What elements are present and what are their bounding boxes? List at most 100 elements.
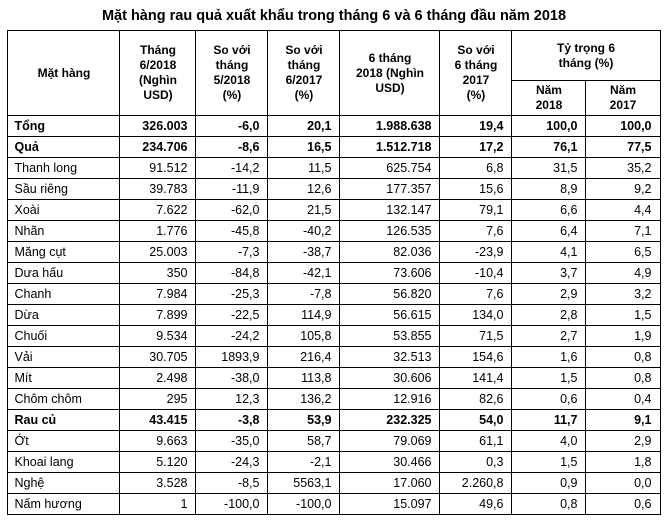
- cell-value: 234.706: [119, 136, 197, 158]
- table-row: Khoai lang 5.120 -24,3 -2,1 30.466 0,3 1,5 1,8: [7, 451, 661, 473]
- col-header-month-value: Tháng 6/2018 (Nghìn USD): [119, 30, 197, 116]
- cell-value: 30.466: [339, 451, 441, 473]
- table-row: Nấm hương 1 -100,0 -100,0 15.097 49,6 0,8 0,6: [7, 493, 661, 515]
- cell-value: 71,5: [439, 325, 513, 347]
- cell-value: 11,7: [511, 409, 587, 431]
- table-row: Xoài 7.622 -62,0 21,5 132.147 79,1 6,6 4,4: [7, 199, 661, 221]
- cell-value: 16,5: [267, 136, 341, 158]
- row-label: Sầu riêng: [7, 178, 121, 200]
- row-label: Mít: [7, 367, 121, 389]
- cell-value: 12.916: [339, 388, 441, 410]
- cell-value: 1,9: [585, 325, 661, 347]
- cell-value: -7,3: [195, 241, 269, 263]
- cell-value: 56.615: [339, 304, 441, 326]
- cell-value: 3,2: [585, 283, 661, 305]
- cell-value: 7.899: [119, 304, 197, 326]
- cell-value: 6,5: [585, 241, 661, 263]
- cell-value: -42,1: [267, 262, 341, 284]
- cell-value: 61,1: [439, 430, 513, 452]
- cell-value: 132.147: [339, 199, 441, 221]
- table-row: Tổng 326.003 -6,0 20,1 1.988.638 19,4 100,0 100…: [7, 115, 661, 137]
- col-header-share-group: Tỷ trọng 6 tháng (%): [511, 30, 661, 81]
- cell-value: 5.120: [119, 451, 197, 473]
- cell-value: 9,1: [585, 409, 661, 431]
- col-header-six-month-value: 6 tháng 2018 (Nghìn USD): [339, 30, 441, 116]
- cell-value: 105,8: [267, 325, 341, 347]
- cell-value: 19,4: [439, 115, 513, 137]
- cell-value: 134,0: [439, 304, 513, 326]
- col-header-vs-prev-month: So với tháng 5/2018 (%): [195, 30, 269, 116]
- cell-value: -7,8: [267, 283, 341, 305]
- cell-value: 56.820: [339, 283, 441, 305]
- cell-value: 6,4: [511, 220, 587, 242]
- cell-value: 82,6: [439, 388, 513, 410]
- cell-value: 54,0: [439, 409, 513, 431]
- table-row: Sầu riêng 39.783 -11,9 12,6 177.357 15,6 8,9 9,…: [7, 178, 661, 200]
- table-row: Măng cụt 25.003 -7,3 -38,7 82.036 -23,9 4,1 6,5: [7, 241, 661, 263]
- row-label: Chuối: [7, 325, 121, 347]
- row-label: Ớt: [7, 430, 121, 452]
- table-row: Nghệ 3.528 -8,5 5563,1 17.060 2.260,8 0,9 0,0: [7, 472, 661, 494]
- cell-value: 73.606: [339, 262, 441, 284]
- cell-value: 53,9: [267, 409, 341, 431]
- cell-value: 5563,1: [267, 472, 341, 494]
- row-label: Vải: [7, 346, 121, 368]
- row-label: Thanh long: [7, 157, 121, 179]
- cell-value: 1,8: [585, 451, 661, 473]
- cell-value: 91.512: [119, 157, 197, 179]
- cell-value: 11,5: [267, 157, 341, 179]
- row-label: Tổng: [7, 115, 121, 137]
- row-label: Chanh: [7, 283, 121, 305]
- table-row: Nhãn 1.776 -45,8 -40,2 126.535 7,6 6,4 7,1: [7, 220, 661, 242]
- cell-value: 2,9: [511, 283, 587, 305]
- cell-value: 6,6: [511, 199, 587, 221]
- cell-value: -24,3: [195, 451, 269, 473]
- col-header-share-2018: Năm 2018: [511, 80, 587, 116]
- cell-value: 1,6: [511, 346, 587, 368]
- cell-value: 0,4: [585, 388, 661, 410]
- cell-value: 1.988.638: [339, 115, 441, 137]
- export-table: Mặt hàng Tháng 6/2018 (Nghìn USD) So với…: [7, 30, 661, 515]
- cell-value: 7.984: [119, 283, 197, 305]
- cell-value: 1: [119, 493, 197, 515]
- cell-value: 79.069: [339, 430, 441, 452]
- cell-value: 6,8: [439, 157, 513, 179]
- table-row: Thanh long 91.512 -14,2 11,5 625.754 6,8 31,5 3…: [7, 157, 661, 179]
- cell-value: 7,6: [439, 283, 513, 305]
- cell-value: 17,2: [439, 136, 513, 158]
- cell-value: 1,5: [585, 304, 661, 326]
- cell-value: -10,4: [439, 262, 513, 284]
- cell-value: 58,7: [267, 430, 341, 452]
- cell-value: 7,1: [585, 220, 661, 242]
- col-header-item: Mặt hàng: [7, 30, 121, 116]
- row-label: Nghệ: [7, 472, 121, 494]
- cell-value: 1.776: [119, 220, 197, 242]
- row-label: Nấm hương: [7, 493, 121, 515]
- header-row-main: Mặt hàng Tháng 6/2018 (Nghìn USD) So với…: [7, 30, 661, 116]
- cell-value: 232.325: [339, 409, 441, 431]
- cell-value: -3,8: [195, 409, 269, 431]
- cell-value: 20,1: [267, 115, 341, 137]
- table-row: Dừa 7.899 -22,5 114,9 56.615 134,0 2,8 1,5: [7, 304, 661, 326]
- cell-value: 32.513: [339, 346, 441, 368]
- table-row: Rau củ 43.415 -3,8 53,9 232.325 54,0 11,7 9,1: [7, 409, 661, 431]
- cell-value: -38,7: [267, 241, 341, 263]
- cell-value: 4,0: [511, 430, 587, 452]
- cell-value: -22,5: [195, 304, 269, 326]
- row-label: Măng cụt: [7, 241, 121, 263]
- cell-value: 21,5: [267, 199, 341, 221]
- cell-value: 25.003: [119, 241, 197, 263]
- table-row: Chuối 9.534 -24,2 105,8 53.855 71,5 2,7 1,9: [7, 325, 661, 347]
- row-label: Dừa: [7, 304, 121, 326]
- cell-value: 0,0: [585, 472, 661, 494]
- cell-value: 53.855: [339, 325, 441, 347]
- col-header-share-2017: Năm 2017: [585, 80, 661, 116]
- row-label: Quả: [7, 136, 121, 158]
- cell-value: 77,5: [585, 136, 661, 158]
- cell-value: 216,4: [267, 346, 341, 368]
- cell-value: 79,1: [439, 199, 513, 221]
- table-row: Mít 2.498 -38,0 113,8 30.606 141,4 1,5 0,8: [7, 367, 661, 389]
- cell-value: 31,5: [511, 157, 587, 179]
- cell-value: 30.606: [339, 367, 441, 389]
- cell-value: 2.260,8: [439, 472, 513, 494]
